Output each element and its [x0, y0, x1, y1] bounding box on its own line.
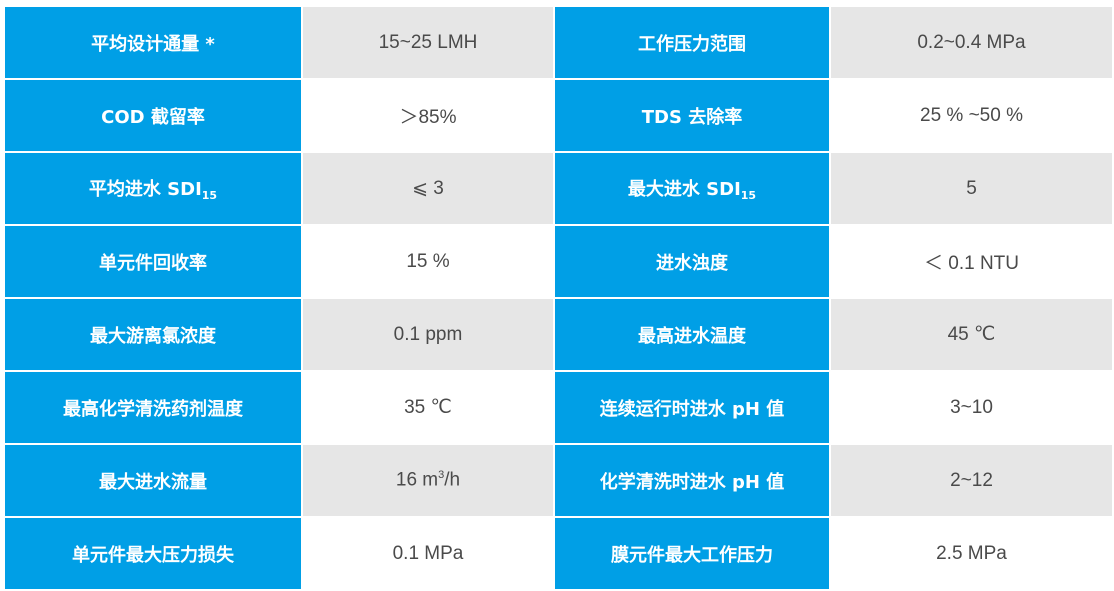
param-value: ＞85% — [301, 78, 555, 153]
param-label-text: 最大游离氯浓度 — [90, 325, 216, 347]
param-value: 16 m3/h — [301, 443, 555, 518]
param-label-text: 最高化学清洗药剂温度 — [63, 398, 243, 420]
param-label: 连续运行时进水 pH 值 — [553, 370, 831, 445]
param-value-text: 45 ℃ — [947, 324, 996, 345]
param-label: 最大进水 SDI15 — [553, 151, 831, 226]
param-value-text: 16 m — [395, 469, 439, 491]
param-value-text: 15~25 LMH — [378, 31, 478, 53]
param-label-text: 膜元件最大工作压力 — [611, 544, 773, 566]
param-label: 最大游离氯浓度 — [3, 297, 303, 372]
param-value: 2.5 MPa — [829, 516, 1114, 591]
param-value-text: 35 ℃ — [404, 397, 452, 418]
table-row: 单元件回收率 15 % 进水浊度 ＜ 0.1 NTU — [3, 224, 1114, 299]
param-label: 单元件回收率 — [3, 224, 303, 299]
param-label: 最高化学清洗药剂温度 — [3, 370, 303, 445]
param-value: 15 % — [301, 224, 555, 299]
param-label-text: 最高进水温度 — [638, 325, 746, 347]
param-label: 最高进水温度 — [553, 297, 831, 372]
param-value-text: 0.1 ppm — [393, 323, 463, 345]
param-label-text: 单元件回收率 — [99, 252, 207, 274]
param-value: 5 — [829, 151, 1114, 226]
param-label-text: TDS 去除率 — [641, 106, 743, 128]
param-value: 15~25 LMH — [301, 5, 555, 80]
param-value-text: ＞85% — [399, 107, 457, 128]
param-value-text: 2.5 MPa — [936, 542, 1007, 564]
param-value: 3~10 — [829, 370, 1114, 445]
param-label-text: 平均进水 SDI — [88, 179, 202, 200]
param-label-text: 最大进水 SDI — [627, 179, 741, 200]
param-value-text: 0.1 MPa — [392, 542, 464, 564]
table-row: 平均进水 SDI15 ⩽ 3 最大进水 SDI15 5 — [3, 151, 1114, 226]
param-value-text: ＜ 0.1 NTU — [923, 253, 1020, 274]
param-value: 2~12 — [829, 443, 1114, 518]
param-label-text: 工作压力范围 — [638, 33, 746, 55]
table-row: 单元件最大压力损失 0.1 MPa 膜元件最大工作压力 2.5 MPa — [3, 516, 1114, 591]
superscript: 3 — [438, 469, 445, 482]
param-value-text: 15 % — [406, 250, 450, 272]
param-label: 工作压力范围 — [553, 5, 831, 80]
param-label: 膜元件最大工作压力 — [553, 516, 831, 591]
table-row: 最大游离氯浓度 0.1 ppm 最高进水温度 45 ℃ — [3, 297, 1114, 372]
param-label: 单元件最大压力损失 — [3, 516, 303, 591]
param-value-text: 0.2~0.4 MPa — [917, 31, 1026, 53]
param-value-text: 25 % ~50 % — [920, 104, 1023, 126]
subscript: 15 — [201, 189, 218, 202]
param-label: 进水浊度 — [553, 224, 831, 299]
param-label-text: 进水浊度 — [656, 252, 728, 274]
param-value-text: ⩽ 3 — [412, 178, 444, 199]
param-label: COD 截留率 — [3, 78, 303, 153]
param-label-text: 化学清洗时进水 pH 值 — [599, 471, 785, 493]
table-row: 最大进水流量 16 m3/h 化学清洗时进水 pH 值 2~12 — [3, 443, 1114, 518]
param-value-text: 2~12 — [950, 469, 993, 491]
param-value: 0.2~0.4 MPa — [829, 5, 1114, 80]
subscript: 15 — [740, 189, 757, 202]
param-label-text: 单元件最大压力损失 — [72, 544, 234, 566]
param-label: 平均进水 SDI15 — [3, 151, 303, 226]
table-row: 平均设计通量 * 15~25 LMH 工作压力范围 0.2~0.4 MPa — [3, 5, 1114, 80]
param-value: 35 ℃ — [301, 370, 555, 445]
param-value-text: 3~10 — [950, 396, 993, 418]
param-label: 最大进水流量 — [3, 443, 303, 518]
param-label: TDS 去除率 — [553, 78, 831, 153]
param-value-text: 5 — [966, 177, 977, 199]
param-label-text: COD 截留率 — [101, 106, 205, 128]
param-label-text: 连续运行时进水 pH 值 — [599, 398, 785, 420]
table-row: COD 截留率 ＞85% TDS 去除率 25 % ~50 % — [3, 78, 1114, 153]
param-label-text: 平均设计通量 * — [91, 33, 215, 55]
param-value: ⩽ 3 — [301, 151, 555, 226]
unit-tail: /h — [444, 469, 461, 491]
param-label: 平均设计通量 * — [3, 5, 303, 80]
param-label: 化学清洗时进水 pH 值 — [553, 443, 831, 518]
param-value: 25 % ~50 % — [829, 78, 1114, 153]
param-label-text: 最大进水流量 — [99, 471, 207, 493]
param-value: 0.1 ppm — [301, 297, 555, 372]
param-value: 45 ℃ — [829, 297, 1114, 372]
spec-table: 平均设计通量 * 15~25 LMH 工作压力范围 0.2~0.4 MPa COD 截留… — [3, 5, 1114, 591]
table-row: 最高化学清洗药剂温度 35 ℃ 连续运行时进水 pH 值 3~10 — [3, 370, 1114, 445]
param-value: ＜ 0.1 NTU — [829, 224, 1114, 299]
param-value: 0.1 MPa — [301, 516, 555, 591]
